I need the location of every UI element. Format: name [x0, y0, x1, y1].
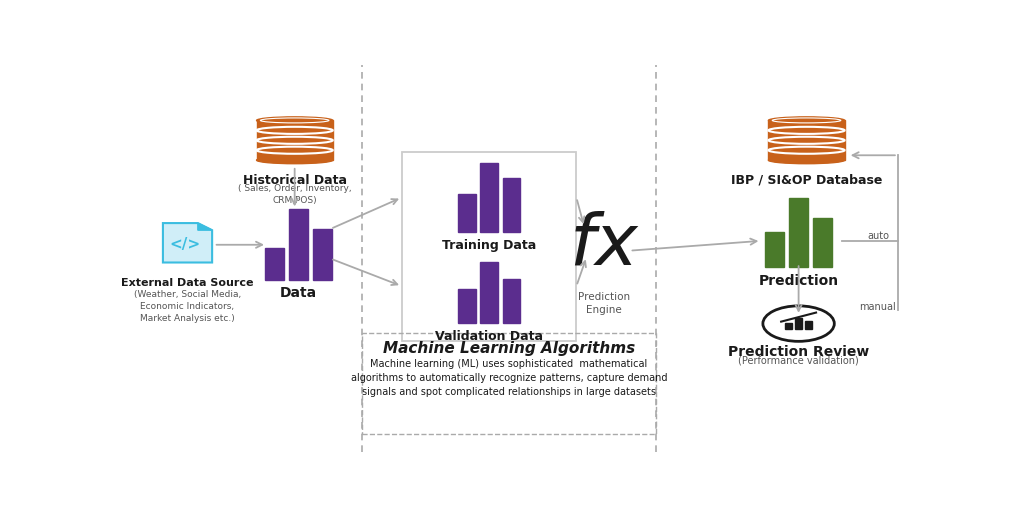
Bar — [813, 218, 831, 267]
Ellipse shape — [768, 157, 845, 164]
Bar — [458, 289, 475, 323]
Text: Validation Data: Validation Data — [435, 330, 543, 343]
Text: (Weather, Social Media,
Economic Indicators,
Market Analysis etc.): (Weather, Social Media, Economic Indicat… — [134, 290, 241, 323]
Text: IBP / SI&OP Database: IBP / SI&OP Database — [731, 174, 883, 187]
Bar — [480, 262, 498, 323]
Ellipse shape — [768, 117, 845, 124]
Polygon shape — [163, 223, 212, 263]
Ellipse shape — [768, 146, 845, 154]
Text: $\mathbf{\mathit{fx}}$: $\mathbf{\mathit{fx}}$ — [568, 209, 640, 280]
Bar — [480, 163, 498, 232]
Text: Prediction
Engine: Prediction Engine — [579, 292, 630, 315]
Text: ( Sales, Order, Inventory,
CRM,POS): ( Sales, Order, Inventory, CRM,POS) — [238, 184, 351, 205]
Text: Prediction Review: Prediction Review — [728, 345, 869, 359]
Text: Machine learning (ML) uses sophisticated  mathematical
algorithms to automatical: Machine learning (ML) uses sophisticated… — [350, 359, 668, 397]
Text: manual: manual — [859, 302, 896, 312]
Text: auto: auto — [867, 231, 889, 241]
Text: Machine Learning Algorithms: Machine Learning Algorithms — [383, 340, 635, 355]
Ellipse shape — [257, 157, 333, 164]
Text: Historical Data: Historical Data — [243, 174, 347, 187]
Bar — [805, 322, 812, 329]
Bar — [265, 248, 285, 280]
Text: </>: </> — [170, 237, 201, 252]
Text: Prediction: Prediction — [759, 274, 839, 288]
Text: Training Data: Training Data — [442, 239, 537, 252]
Bar — [790, 199, 808, 267]
Ellipse shape — [768, 137, 845, 144]
Bar — [503, 279, 520, 323]
Polygon shape — [198, 223, 212, 230]
Bar — [784, 323, 792, 329]
Bar — [768, 120, 845, 160]
Bar — [313, 229, 332, 280]
Text: Data: Data — [280, 286, 317, 300]
Bar — [458, 194, 475, 232]
Ellipse shape — [257, 146, 333, 154]
Ellipse shape — [257, 127, 333, 134]
Text: External Data Source: External Data Source — [121, 279, 254, 288]
Bar — [795, 318, 802, 329]
Text: (Performance validation): (Performance validation) — [738, 355, 859, 365]
Ellipse shape — [257, 137, 333, 144]
Bar — [765, 231, 784, 267]
Ellipse shape — [768, 127, 845, 134]
Bar — [289, 209, 308, 280]
Bar — [257, 120, 333, 160]
Ellipse shape — [257, 117, 333, 124]
Bar — [503, 178, 520, 232]
